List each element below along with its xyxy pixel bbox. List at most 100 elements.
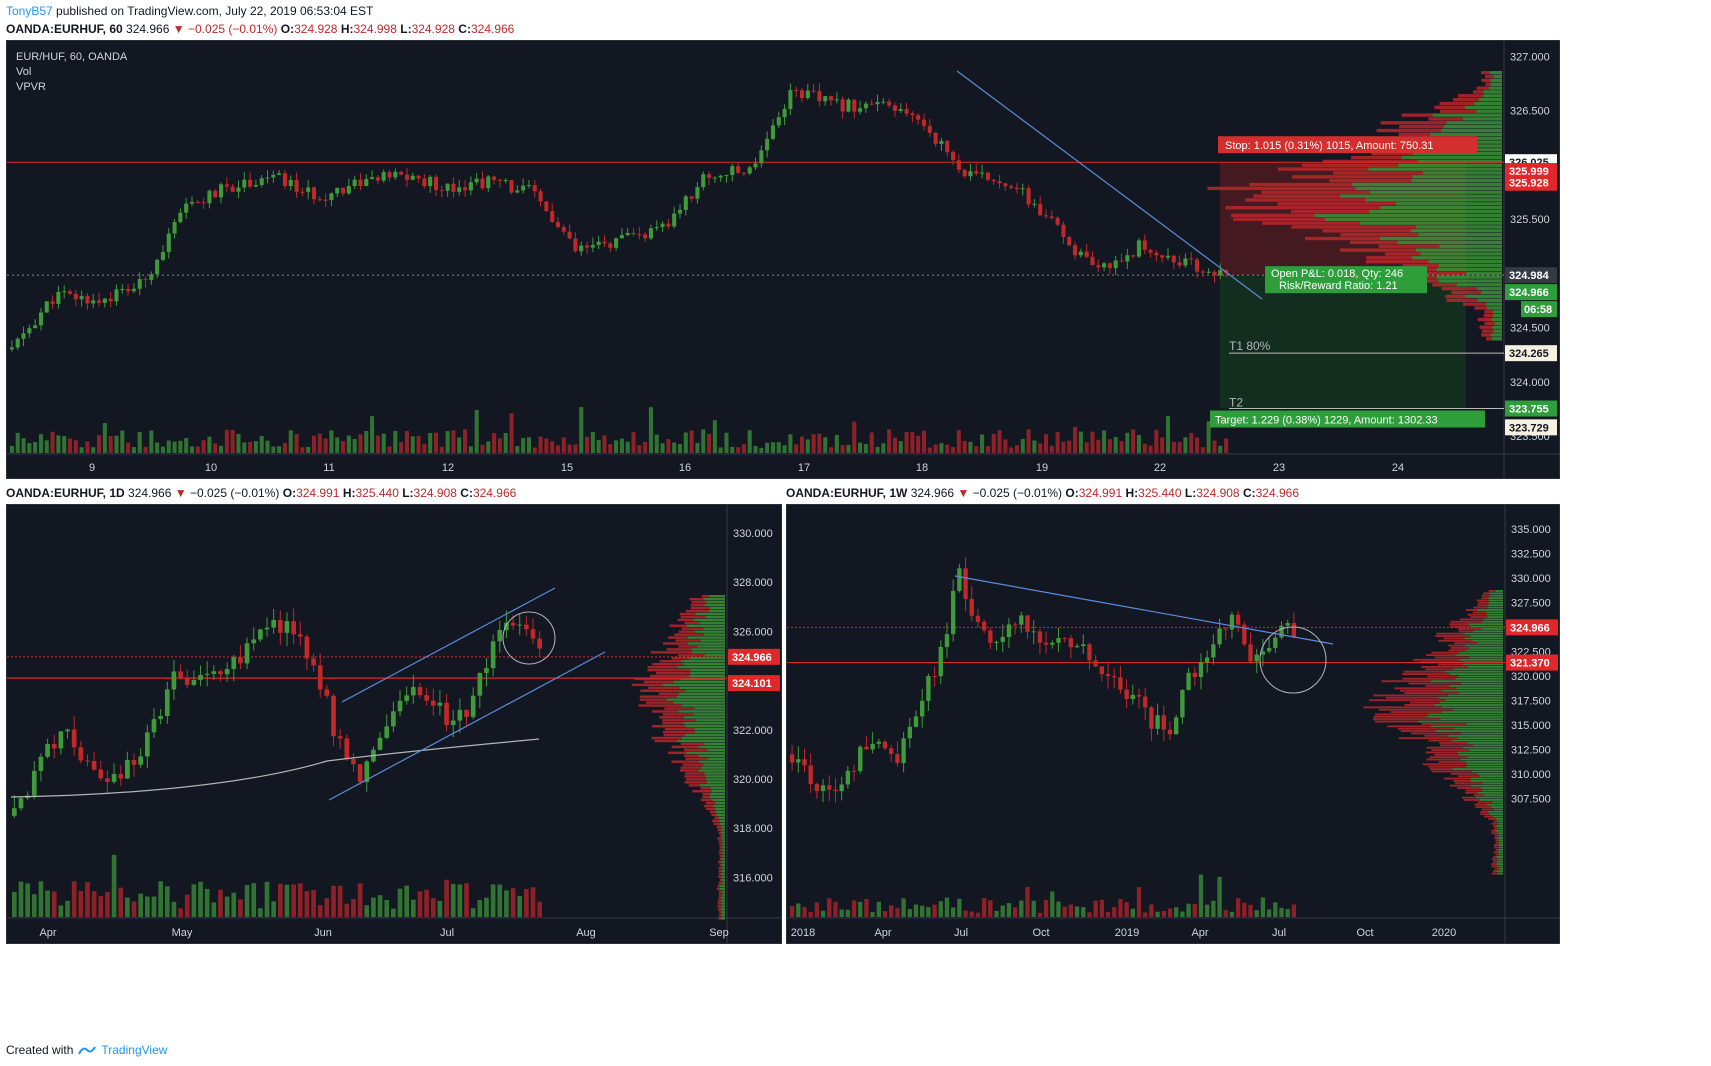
vpvr-bar	[681, 660, 725, 663]
candle	[1291, 622, 1297, 638]
vpvr-bar	[1495, 829, 1503, 832]
daily-chart-panel[interactable]: 330.000 328.000 326.000 322.000 320.000 318.0…	[6, 504, 782, 944]
volume-bar	[58, 905, 64, 917]
vpvr-bar	[1451, 290, 1482, 295]
vpvr-bar	[638, 704, 682, 707]
volume-bar	[608, 444, 613, 453]
tradingview-link[interactable]: TradingView	[101, 1043, 168, 1057]
volume-bar	[364, 430, 369, 453]
vpvr-bar	[1277, 167, 1369, 171]
volume-bar	[1165, 416, 1171, 453]
price-tick: 330.000	[1511, 573, 1551, 585]
vpvr-bar	[1277, 202, 1397, 206]
vpvr-bar	[1462, 117, 1502, 121]
volume-bar	[444, 879, 449, 917]
vpvr-bar	[718, 890, 723, 893]
vpvr-bar	[1380, 206, 1502, 210]
legend-vpvr: VPVR	[16, 81, 46, 93]
volume-bar	[294, 434, 299, 453]
vpvr-bar	[1488, 601, 1503, 604]
price-tag-last: 324.966	[1509, 287, 1549, 299]
vpvr-bar	[1439, 109, 1477, 113]
vpvr-bar	[1462, 663, 1503, 666]
candle	[65, 729, 70, 732]
volume-bar	[1112, 907, 1117, 917]
vpvr-bar	[1464, 644, 1503, 647]
volume-bar	[1020, 439, 1025, 453]
vpvr-bar	[716, 813, 725, 817]
candle	[201, 202, 206, 204]
candle	[428, 176, 433, 187]
candle	[297, 634, 303, 637]
candle	[596, 241, 601, 245]
candle	[158, 715, 163, 720]
candle	[827, 785, 832, 790]
candle	[550, 211, 555, 222]
publisher-link[interactable]: TonyB57	[6, 4, 53, 18]
volume-bar	[889, 905, 894, 917]
vpvr-bar	[664, 707, 695, 710]
weekly-chart[interactable]: 335.000332.500330.000327.500322.500320.0…	[787, 505, 1559, 943]
candle	[265, 177, 270, 179]
volume-bar	[271, 901, 277, 917]
volume-bar	[724, 432, 729, 453]
volume-bar	[422, 443, 427, 453]
candle	[1136, 694, 1142, 697]
vpvr-bar	[1435, 730, 1503, 732]
candle	[1012, 624, 1018, 626]
vpvr-bar	[1411, 732, 1461, 735]
vpvr-bar	[1422, 171, 1502, 175]
vpvr-bar	[1373, 715, 1427, 718]
price-tag-last-bg	[1506, 619, 1558, 636]
candle	[58, 731, 64, 749]
volume-bar	[1148, 445, 1153, 453]
vpvr-bar	[1245, 198, 1366, 202]
daily-chart[interactable]: 330.000 328.000 326.000 322.000 320.000 318.0…	[7, 505, 781, 943]
vpvr-bar	[1491, 858, 1499, 861]
volume-bar	[1174, 907, 1179, 917]
volume-bar	[1180, 911, 1185, 917]
vpvr-bar	[1470, 749, 1503, 751]
candle	[108, 298, 113, 302]
candle	[300, 191, 305, 193]
vpvr-bar	[1481, 329, 1494, 333]
volume-bar	[1081, 907, 1086, 917]
vpvr-bar	[1360, 221, 1502, 225]
target-text: Target: 1.229 (0.38%) 1229, Amount: 1302…	[1215, 415, 1438, 427]
vpvr-bar	[1465, 105, 1502, 110]
vpvr-bar	[666, 698, 725, 701]
hourly-chart-panel[interactable]: EUR/HUF, 60, OANDA Vol VPVR Stop: 1.015 (0.…	[6, 40, 1560, 479]
vpvr-bar	[717, 899, 721, 902]
vpvr-bar	[1480, 71, 1491, 75]
volume-bar	[1078, 431, 1083, 453]
candle	[724, 175, 729, 177]
volume-bar	[898, 441, 903, 453]
vpvr-bar	[1410, 701, 1440, 704]
candle	[876, 741, 881, 744]
price-tick: 335.000	[1511, 524, 1551, 536]
candle	[341, 187, 346, 194]
candle	[118, 774, 124, 779]
candle	[1099, 666, 1105, 675]
candle	[1189, 258, 1194, 260]
candle	[515, 190, 520, 193]
candle	[1254, 654, 1259, 662]
hourly-chart[interactable]: EUR/HUF, 60, OANDA Vol VPVR Stop: 1.015 (0.…	[7, 41, 1559, 478]
volume-bar	[160, 446, 165, 453]
vpvr-bar	[1428, 260, 1502, 264]
candle	[430, 700, 436, 706]
weekly-chart-panel[interactable]: 335.000 332.500 330.000 327.500 322.500 320.0…	[786, 504, 1560, 944]
vpvr-bar	[1385, 696, 1439, 699]
vpvr-bar	[721, 837, 725, 840]
volume-bar	[532, 447, 537, 453]
vpvr-bar	[684, 775, 706, 778]
candle	[230, 186, 235, 192]
candle	[1019, 615, 1024, 625]
vpvr-bar	[1369, 209, 1502, 214]
vpvr-bar	[1493, 844, 1499, 846]
candle	[1055, 217, 1060, 225]
vpvr-bar	[1494, 321, 1502, 326]
vpvr-bar	[720, 896, 725, 899]
volume-bar	[567, 444, 572, 453]
candle	[391, 711, 396, 727]
